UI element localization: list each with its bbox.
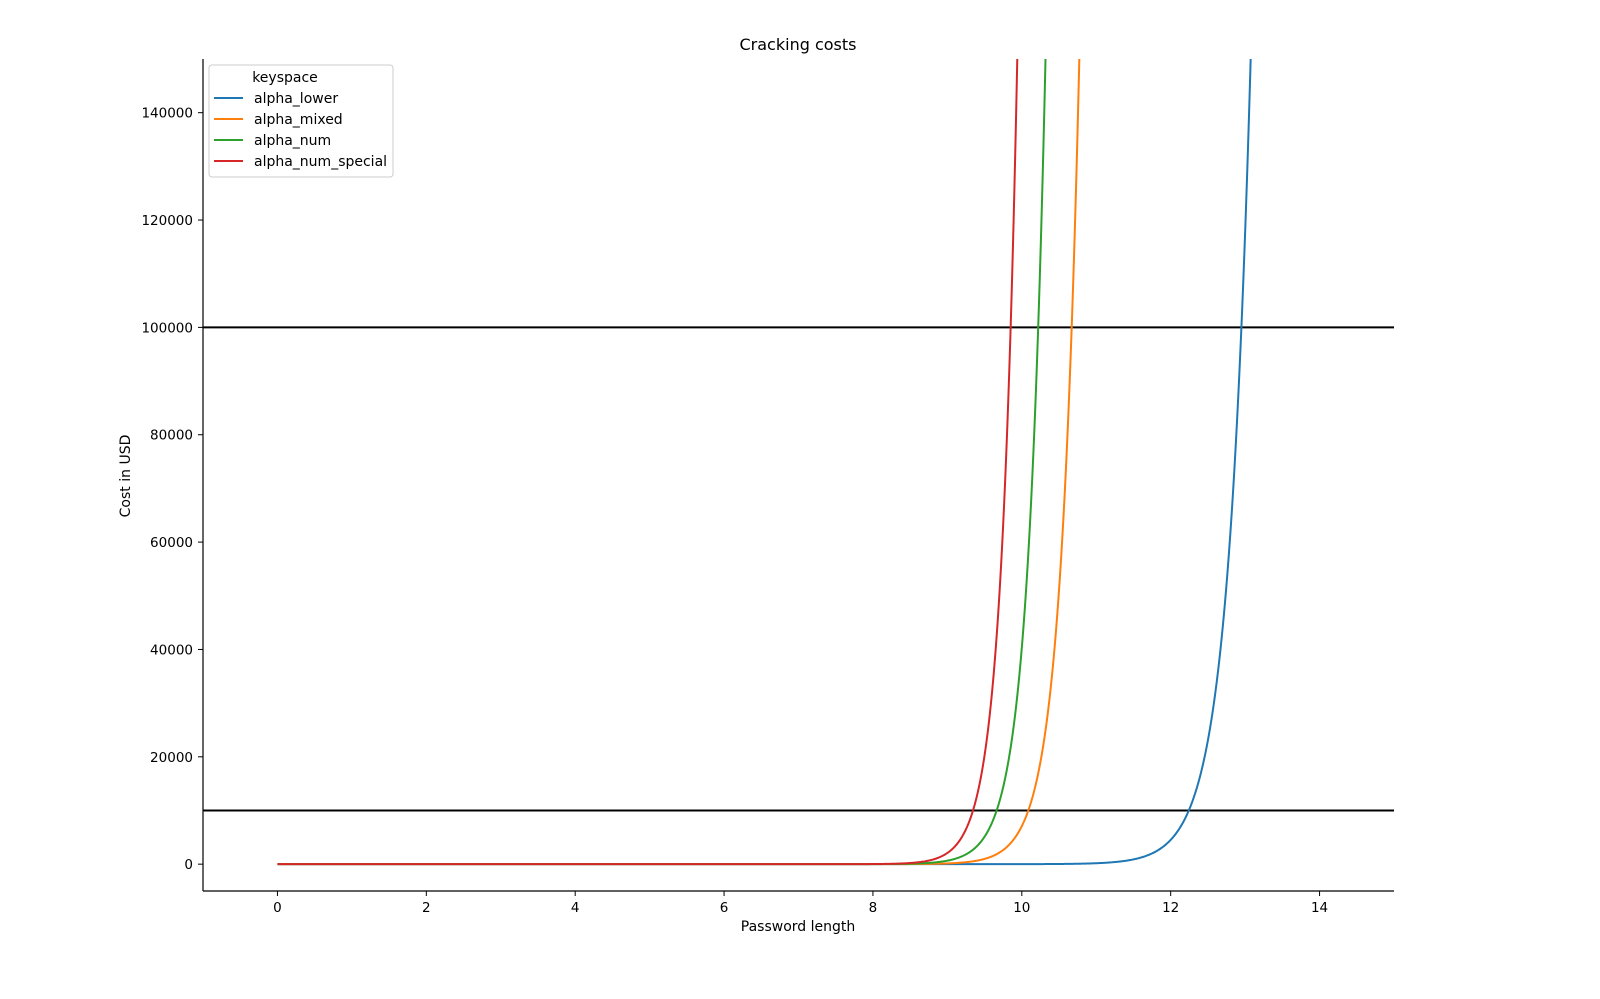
y-tick-label: 100000 [141, 320, 193, 336]
axes: 0 2 4 6 8 10 12 14 0 20000 40000 60000 80000 100000 12… [141, 59, 1394, 916]
y-axis-label: Cost in USD [118, 435, 134, 518]
x-tick-label: 8 [869, 900, 878, 916]
x-tick-label: 2 [422, 900, 431, 916]
legend-label-alpha_lower: alpha_lower [254, 91, 338, 107]
y-tick-label: 20000 [150, 750, 193, 766]
legend-label-alpha_num: alpha_num [254, 133, 331, 149]
x-tick-label: 10 [1013, 900, 1030, 916]
series-line-alpha_num_special [277, 59, 1019, 866]
x-axis-label: Password length [741, 919, 855, 935]
y-tick-label: 140000 [141, 106, 193, 122]
y-tick-label: 80000 [150, 428, 193, 444]
x-tick-label: 0 [273, 900, 282, 916]
legend-label-alpha_mixed: alpha_mixed [254, 112, 343, 128]
y-tick-label: 60000 [150, 535, 193, 551]
series-line-alpha_mixed [277, 59, 1081, 866]
y-tick-label: 40000 [150, 642, 193, 658]
x-tick-label: 14 [1311, 900, 1328, 916]
legend-title: keyspace [252, 70, 318, 86]
y-tick-label: 0 [184, 857, 193, 873]
series-line-alpha_lower [277, 59, 1252, 866]
x-tick-label: 6 [720, 900, 729, 916]
x-tick-label: 12 [1162, 900, 1179, 916]
y-tick-label: 120000 [141, 213, 193, 229]
legend: keyspace alpha_lower alpha_mixed alpha_numa… [208, 64, 394, 178]
legend-box [208, 64, 394, 178]
chart-title: Cracking costs [740, 35, 857, 54]
legend-label-alpha_num_special: alpha_num_special [254, 154, 387, 170]
x-tick-label: 4 [571, 900, 580, 916]
